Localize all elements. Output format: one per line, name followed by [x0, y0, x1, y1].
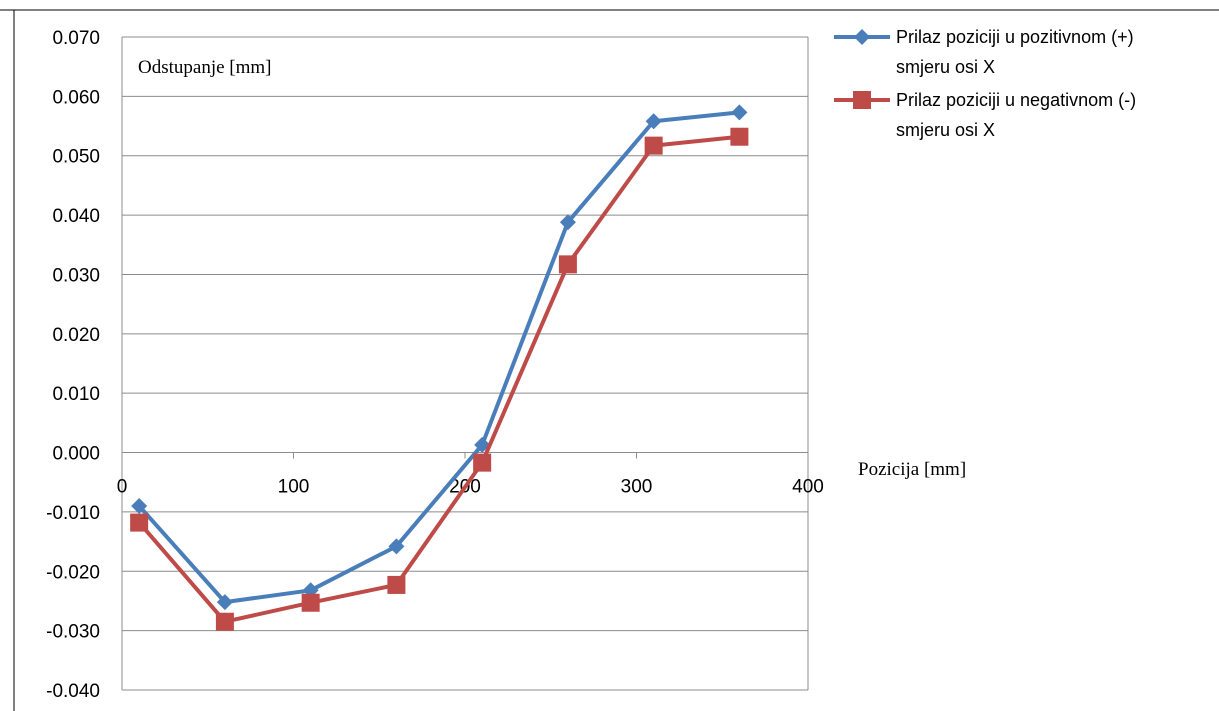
x-axis-label: Pozicija [mm] — [858, 459, 966, 480]
y-tick-label: 0.020 — [52, 325, 100, 346]
y-tick-label: -0.020 — [46, 562, 100, 583]
legend-item-1: Prilaz poziciji u pozitivnom (+) smjeru o… — [834, 27, 1134, 77]
data-point — [301, 593, 320, 612]
data-point — [644, 136, 663, 155]
data-point — [388, 538, 405, 555]
legend-label: Prilaz poziciji u negativnom (-) — [896, 90, 1136, 110]
legend-label: smjeru osi X — [896, 120, 995, 140]
y-tick-label: 0.060 — [52, 87, 100, 108]
x-tick-label: 100 — [278, 477, 310, 498]
y-axis-label: Odstupanje [mm] — [138, 57, 272, 78]
legend-marker — [854, 29, 870, 45]
page-header-rule — [0, 9, 1219, 711]
y-tick-label: -0.030 — [46, 622, 100, 643]
x-tick-label: 0 — [117, 477, 128, 498]
data-point — [645, 113, 662, 130]
data-point — [473, 453, 492, 472]
y-tick-label: 0.010 — [52, 384, 100, 405]
legend-label: smjeru osi X — [896, 57, 995, 77]
series-1 — [131, 104, 748, 611]
x-tick-label: 300 — [621, 477, 653, 498]
y-tick-label: 0.040 — [52, 206, 100, 227]
data-point — [731, 104, 748, 121]
series-line — [137, 134, 740, 624]
data-point — [559, 214, 576, 231]
series-group — [130, 104, 749, 631]
legend-marker — [853, 91, 871, 109]
y-tick-label: 0.000 — [52, 444, 100, 465]
x-tick-label: 400 — [792, 477, 824, 498]
legend: Prilaz poziciji u pozitivnom (+) smjeru o… — [834, 27, 1136, 140]
y-tick-label: 0.030 — [52, 265, 100, 286]
data-point — [387, 575, 406, 594]
y-tick-label: -0.040 — [46, 681, 100, 702]
data-point — [730, 127, 749, 146]
series-2 — [130, 127, 749, 631]
y-tick-label: -0.010 — [46, 503, 100, 524]
data-point — [216, 594, 233, 611]
legend-item-2: Prilaz poziciji u negativnom (-) smjeru o… — [834, 90, 1136, 140]
data-point — [558, 255, 577, 274]
data-point — [130, 513, 149, 532]
y-tick-label: 0.070 — [52, 28, 100, 49]
series-line — [137, 110, 740, 605]
y-tick-label: 0.050 — [52, 147, 100, 168]
grid — [122, 36, 808, 691]
data-point — [131, 497, 148, 514]
legend-label: Prilaz poziciji u pozitivnom (+) — [896, 27, 1134, 47]
y-tick-labels: 0.070 0.060 0.050 0.040 0.030 0.020 0.010 0.000… — [46, 28, 100, 702]
axes — [121, 37, 809, 690]
data-point — [215, 612, 234, 631]
